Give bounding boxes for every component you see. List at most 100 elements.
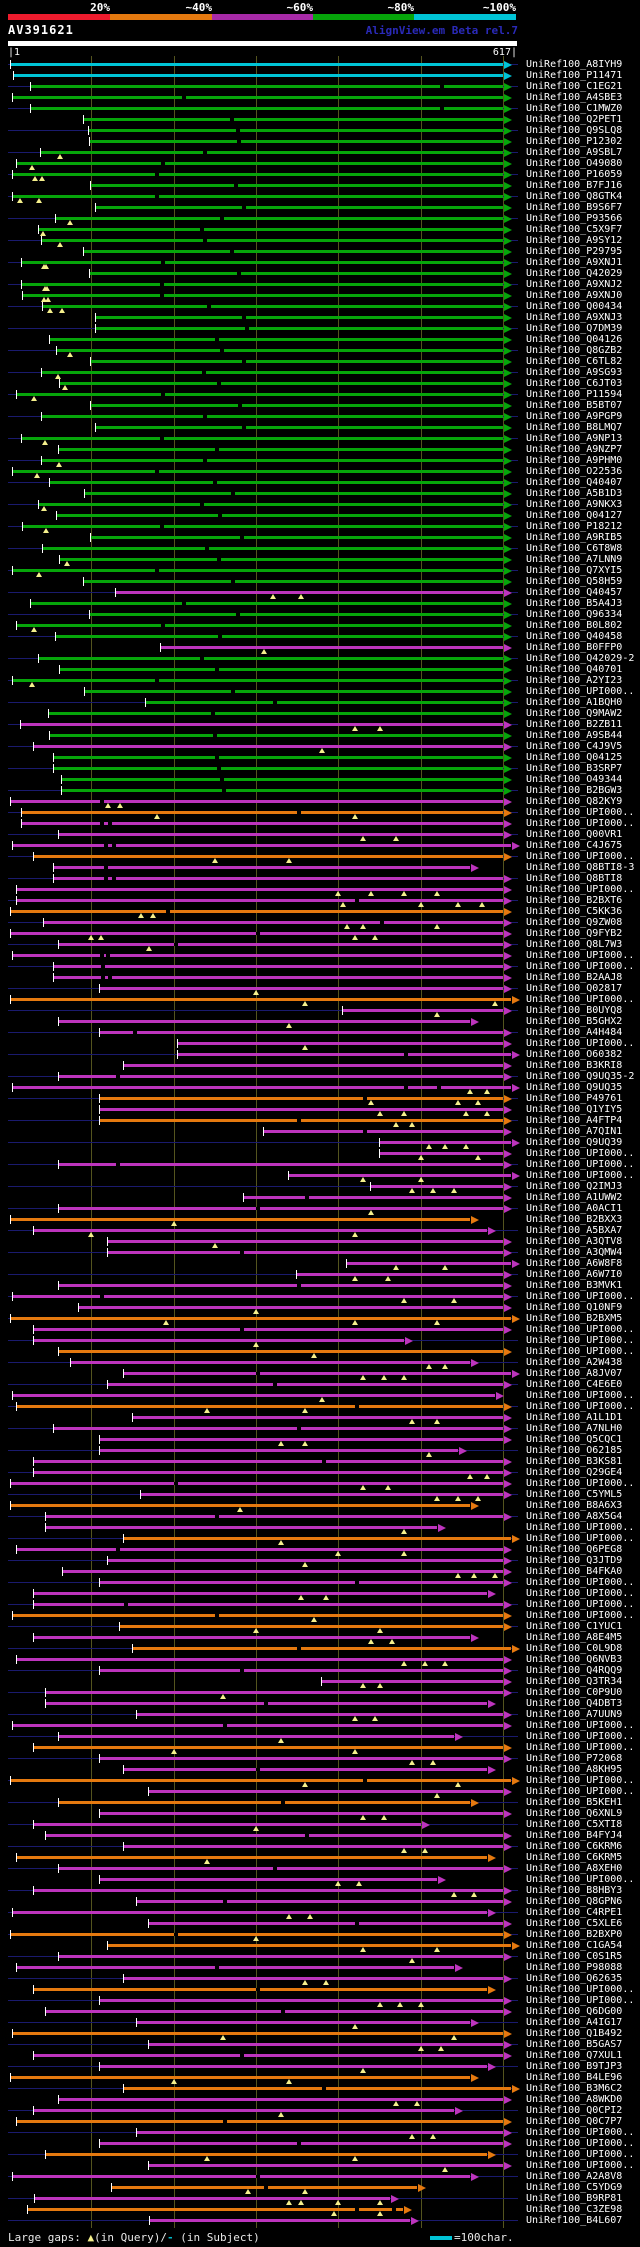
hit-label[interactable]: UniRef100_A9XNJ1 bbox=[526, 257, 623, 268]
hit-label[interactable]: UniRef100_A1L1D1 bbox=[526, 1412, 623, 1423]
hit-label[interactable]: UniRef100_B9S6F7 bbox=[526, 202, 623, 213]
alignment-bar[interactable] bbox=[90, 272, 503, 275]
hit-label[interactable]: UniRef100_A4FTP4 bbox=[526, 1115, 623, 1126]
alignment-bar[interactable] bbox=[100, 2065, 487, 2068]
alignment-bar[interactable] bbox=[23, 294, 503, 297]
hit-label[interactable]: UniRef100_A9NZP7 bbox=[526, 444, 623, 455]
hit-label[interactable]: UniRef100_UPI000.. bbox=[526, 1335, 635, 1346]
hit-label[interactable]: UniRef100_B9RP81 bbox=[526, 2193, 623, 2204]
hit-label[interactable]: UniRef100_Q04125 bbox=[526, 752, 623, 763]
alignment-bar[interactable] bbox=[108, 1944, 511, 1947]
alignment-bar[interactable] bbox=[50, 734, 503, 737]
alignment-bar[interactable] bbox=[35, 2197, 390, 2200]
hit-label[interactable]: UniRef100_B3KRI8 bbox=[526, 1060, 623, 1071]
alignment-bar[interactable] bbox=[100, 1581, 503, 1584]
alignment-bar[interactable] bbox=[289, 1174, 511, 1177]
alignment-bar[interactable] bbox=[54, 877, 503, 880]
alignment-bar[interactable] bbox=[22, 261, 503, 264]
alignment-bar[interactable] bbox=[100, 1119, 503, 1122]
alignment-bar[interactable] bbox=[57, 514, 503, 517]
hit-label[interactable]: UniRef100_O60382 bbox=[526, 1049, 623, 1060]
alignment-bar[interactable] bbox=[124, 1977, 503, 1980]
hit-label[interactable]: UniRef100_A5B1D3 bbox=[526, 488, 623, 499]
hit-label[interactable]: UniRef100_C5YML5 bbox=[526, 1489, 623, 1500]
hit-label[interactable]: UniRef100_UPI000.. bbox=[526, 1731, 635, 1742]
alignment-bar[interactable] bbox=[22, 283, 503, 286]
hit-label[interactable]: UniRef100_P16059 bbox=[526, 169, 623, 180]
alignment-bar[interactable] bbox=[31, 107, 503, 110]
alignment-bar[interactable] bbox=[84, 250, 503, 253]
hit-label[interactable]: UniRef100_B5GAS7 bbox=[526, 2039, 623, 2050]
alignment-bar[interactable] bbox=[34, 1988, 487, 1991]
alignment-bar[interactable] bbox=[13, 2175, 470, 2178]
alignment-bar[interactable] bbox=[59, 833, 503, 836]
hit-label[interactable]: UniRef100_UPI000.. bbox=[526, 1775, 635, 1786]
hit-label[interactable]: UniRef100_A8X5G4 bbox=[526, 1511, 623, 1522]
hit-label[interactable]: UniRef100_Q8GZB2 bbox=[526, 345, 623, 356]
hit-label[interactable]: UniRef100_A8XEH0 bbox=[526, 1863, 623, 1874]
hit-label[interactable]: UniRef100_A7UUN9 bbox=[526, 1709, 623, 1720]
alignment-bar[interactable] bbox=[59, 448, 503, 451]
alignment-bar[interactable] bbox=[13, 96, 503, 99]
alignment-bar[interactable] bbox=[244, 1196, 503, 1199]
hit-label[interactable]: UniRef100_B3SRP7 bbox=[526, 763, 623, 774]
hit-label[interactable]: UniRef100_O49080 bbox=[526, 158, 623, 169]
hit-label[interactable]: UniRef100_Q1B492 bbox=[526, 2028, 623, 2039]
hit-label[interactable]: UniRef100_B2BXM5 bbox=[526, 1313, 623, 1324]
hit-label[interactable]: UniRef100_UPI000.. bbox=[526, 961, 635, 972]
hit-label[interactable]: UniRef100_B3MVK1 bbox=[526, 1280, 623, 1291]
alignment-bar[interactable] bbox=[13, 173, 503, 176]
hit-label[interactable]: UniRef100_Q00434 bbox=[526, 301, 623, 312]
hit-label[interactable]: UniRef100_B2BGW3 bbox=[526, 785, 623, 796]
hit-label[interactable]: UniRef100_UPI000.. bbox=[526, 2138, 635, 2149]
hit-label[interactable]: UniRef100_P11471 bbox=[526, 70, 623, 81]
alignment-bar[interactable] bbox=[17, 899, 503, 902]
hit-label[interactable]: UniRef100_C6KRM6 bbox=[526, 1841, 623, 1852]
alignment-bar[interactable] bbox=[116, 591, 503, 594]
hit-label[interactable]: UniRef100_UPI000.. bbox=[526, 2127, 635, 2138]
alignment-bar[interactable] bbox=[62, 778, 503, 781]
hit-label[interactable]: UniRef100_A8IYH9 bbox=[526, 59, 623, 70]
alignment-bar[interactable] bbox=[13, 1295, 503, 1298]
alignment-bar[interactable] bbox=[39, 657, 503, 660]
alignment-bar[interactable] bbox=[42, 415, 503, 418]
hit-label[interactable]: UniRef100_C1MWZ0 bbox=[526, 103, 623, 114]
hit-label[interactable]: UniRef100_UPI000.. bbox=[526, 1742, 635, 1753]
alignment-bar[interactable] bbox=[43, 305, 503, 308]
alignment-bar[interactable] bbox=[62, 789, 503, 792]
hit-label[interactable]: UniRef100_C1EG21 bbox=[526, 81, 623, 92]
alignment-bar[interactable] bbox=[59, 2098, 503, 2101]
alignment-bar[interactable] bbox=[50, 338, 503, 341]
alignment-bar[interactable] bbox=[17, 1548, 503, 1551]
alignment-bar[interactable] bbox=[34, 745, 503, 748]
alignment-bar[interactable] bbox=[96, 426, 503, 429]
alignment-bar[interactable] bbox=[13, 1614, 503, 1617]
alignment-bar[interactable] bbox=[100, 1878, 437, 1881]
hit-label[interactable]: UniRef100_C4E6E0 bbox=[526, 1379, 623, 1390]
hit-label[interactable]: UniRef100_Q00VR1 bbox=[526, 829, 623, 840]
alignment-bar[interactable] bbox=[11, 2076, 470, 2079]
alignment-bar[interactable] bbox=[347, 1262, 511, 1265]
hit-label[interactable]: UniRef100_UPI000.. bbox=[526, 1577, 635, 1588]
alignment-bar[interactable] bbox=[141, 1493, 503, 1496]
hit-label[interactable]: UniRef100_UPI000.. bbox=[526, 1148, 635, 1159]
alignment-bar[interactable] bbox=[11, 1779, 511, 1782]
hit-label[interactable]: UniRef100_UPI000.. bbox=[526, 1390, 635, 1401]
alignment-bar[interactable] bbox=[124, 1064, 503, 1067]
hit-label[interactable]: UniRef100_Q6NVB3 bbox=[526, 1654, 623, 1665]
hit-label[interactable]: UniRef100_C6T8W8 bbox=[526, 543, 623, 554]
hit-label[interactable]: UniRef100_A9XNJ0 bbox=[526, 290, 623, 301]
alignment-bar[interactable] bbox=[34, 1328, 503, 1331]
hit-label[interactable]: UniRef100_UPI000.. bbox=[526, 1038, 635, 1049]
hit-label[interactable]: UniRef100_P11594 bbox=[526, 389, 623, 400]
alignment-bar[interactable] bbox=[85, 492, 503, 495]
alignment-bar[interactable] bbox=[380, 1141, 511, 1144]
alignment-bar[interactable] bbox=[50, 481, 503, 484]
alignment-bar[interactable] bbox=[90, 613, 503, 616]
hit-label[interactable]: UniRef100_P12302 bbox=[526, 136, 623, 147]
alignment-bar[interactable] bbox=[34, 2109, 454, 2112]
hit-label[interactable]: UniRef100_O22536 bbox=[526, 466, 623, 477]
alignment-bar[interactable] bbox=[43, 547, 503, 550]
hit-label[interactable]: UniRef100_Q8GTK4 bbox=[526, 191, 623, 202]
hit-label[interactable]: UniRef100_B0UYQ8 bbox=[526, 1005, 623, 1016]
